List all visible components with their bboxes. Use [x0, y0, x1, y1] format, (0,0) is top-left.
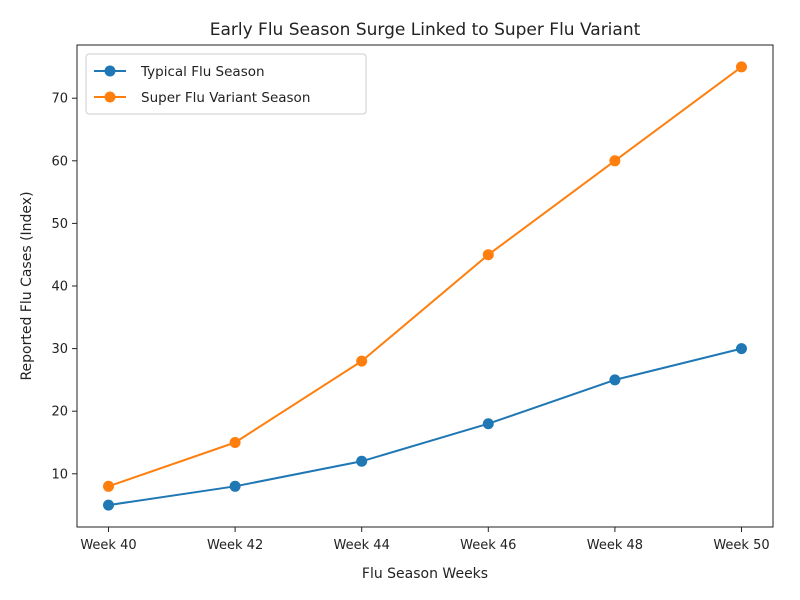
y-tick-label: 20 — [51, 405, 68, 420]
data-point — [103, 480, 114, 492]
data-point — [103, 499, 114, 511]
x-tick-label: Week 48 — [587, 538, 643, 553]
x-axis-label: Flu Season Weeks — [362, 566, 488, 582]
legend-marker — [104, 91, 116, 103]
data-point — [609, 155, 621, 167]
legend-entry: Typical Flu Season — [94, 64, 265, 80]
x-tick-label: Week 42 — [207, 538, 263, 553]
data-point — [356, 455, 368, 467]
series-line — [108, 347, 742, 507]
data-point — [482, 418, 494, 430]
y-tick-label: 50 — [51, 217, 68, 232]
data-point — [229, 436, 241, 448]
legend-entry: Super Flu Variant Season — [94, 90, 310, 106]
legend-label: Super Flu Variant Season — [141, 90, 310, 106]
y-tick-label: 10 — [51, 467, 68, 482]
y-tick-label: 40 — [51, 280, 68, 295]
legend-label: Typical Flu Season — [140, 64, 265, 80]
legend-box — [85, 53, 367, 115]
data-point — [736, 61, 747, 73]
data-point — [482, 249, 494, 261]
y-tick-label: 60 — [51, 154, 68, 169]
y-tick-label: 70 — [51, 92, 68, 107]
legend: Typical Flu Season Super Flu Variant Seas… — [85, 53, 367, 115]
x-tick-label: Week 46 — [460, 538, 516, 553]
data-point — [736, 343, 747, 355]
x-tick-label: Week 40 — [80, 538, 136, 553]
y-axis-label: Reported Flu Cases (Index) — [19, 191, 35, 380]
series-2 — [103, 61, 747, 492]
y-tick-label: 30 — [51, 342, 68, 357]
series-1 — [103, 343, 747, 511]
data-point — [609, 374, 621, 386]
data-point — [229, 480, 241, 492]
data-point — [356, 355, 368, 367]
legend-marker — [104, 65, 116, 77]
chart-title: Early Flu Season Surge Linked to Super F… — [210, 20, 641, 40]
x-tick-label: Week 44 — [334, 538, 390, 553]
series-line — [108, 66, 743, 488]
x-tick-label: Week 50 — [713, 538, 769, 553]
